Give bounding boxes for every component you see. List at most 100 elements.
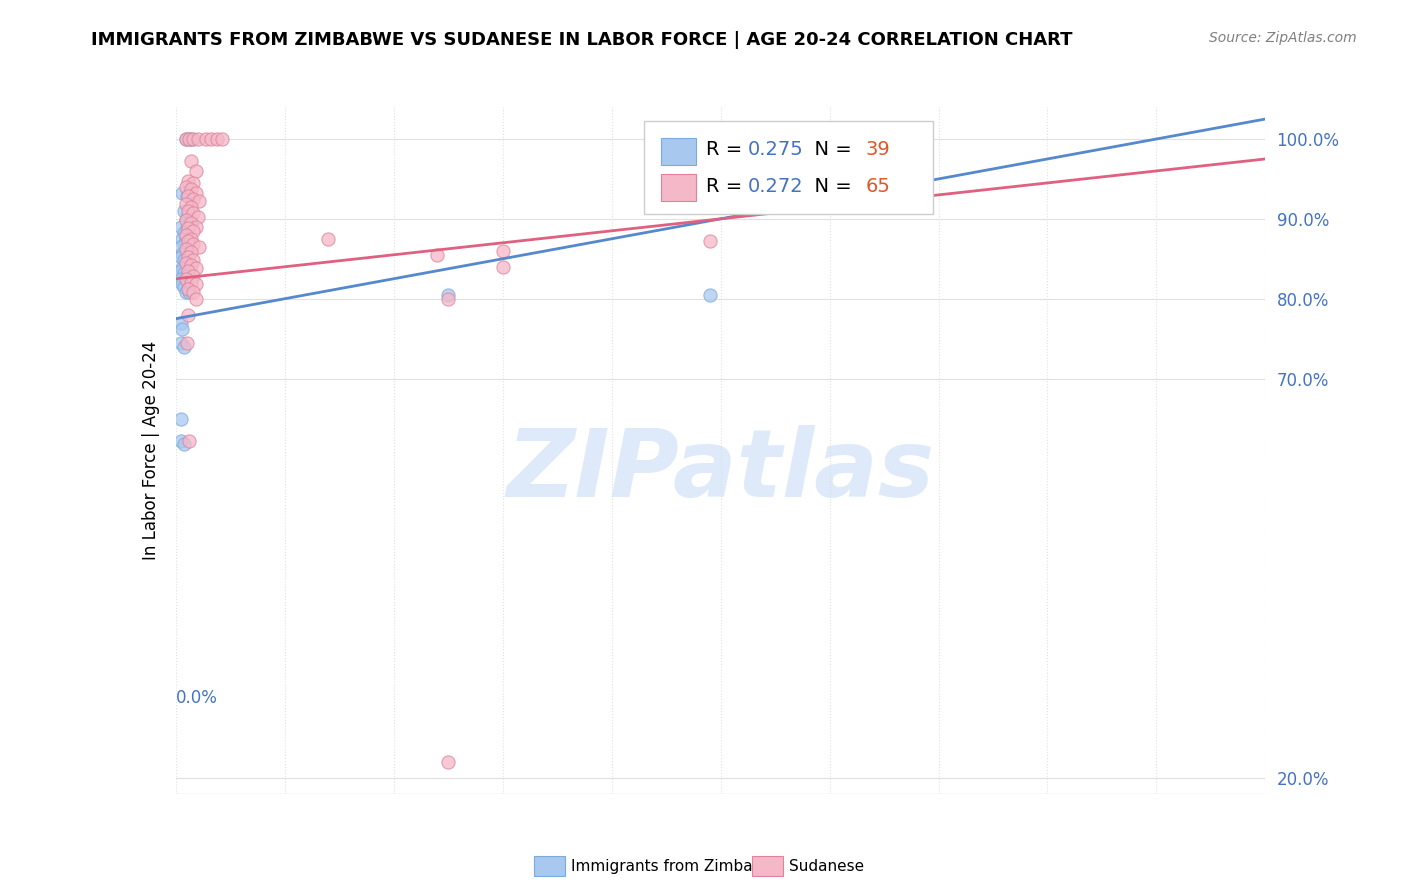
Point [177, 264, 200, 278]
Text: IMMIGRANTS FROM ZIMBABWE VS SUDANESE IN LABOR FORCE | AGE 20-24 CORRELATION CHAR: IMMIGRANTS FROM ZIMBABWE VS SUDANESE IN … [91, 31, 1073, 49]
Point [173, 203, 195, 218]
Point [177, 173, 200, 187]
Point [177, 234, 200, 248]
Text: Source: ZipAtlas.com: Source: ZipAtlas.com [1209, 31, 1357, 45]
Point [177, 282, 200, 296]
Point [437, 287, 460, 301]
Point [174, 229, 197, 244]
Text: 0.0%: 0.0% [176, 690, 218, 707]
Point [177, 221, 200, 235]
Point [181, 132, 204, 146]
Point [173, 237, 195, 252]
Point [181, 269, 204, 284]
Point [176, 335, 198, 350]
Point [176, 256, 198, 270]
Point [186, 219, 208, 234]
Point [174, 271, 197, 285]
Point [437, 755, 460, 769]
Point [180, 216, 202, 230]
Point [173, 279, 195, 293]
Point [186, 292, 208, 306]
Point [176, 269, 198, 284]
Point [172, 277, 194, 292]
Point [170, 411, 193, 425]
Point [173, 266, 195, 280]
Point [186, 211, 209, 225]
Point [173, 226, 195, 240]
Text: R =: R = [706, 140, 749, 160]
Point [174, 227, 197, 242]
Point [179, 132, 201, 146]
FancyBboxPatch shape [661, 137, 696, 165]
Point [177, 250, 200, 264]
Point [174, 242, 197, 256]
Point [181, 206, 204, 220]
Point [200, 132, 222, 146]
Point [186, 132, 209, 146]
Point [172, 322, 194, 336]
Point [170, 271, 193, 285]
Point [176, 221, 198, 235]
Text: ZIPatlas: ZIPatlas [506, 425, 935, 517]
Y-axis label: In Labor Force | Age 20-24: In Labor Force | Age 20-24 [142, 341, 160, 560]
Point [170, 335, 193, 350]
Point [180, 232, 202, 246]
Point [170, 434, 193, 448]
Point [211, 132, 233, 146]
Point [173, 253, 195, 268]
Point [174, 244, 197, 258]
Point [170, 264, 193, 278]
Point [699, 287, 721, 301]
Point [181, 253, 204, 268]
Point [186, 261, 208, 276]
Point [180, 245, 202, 260]
Point [172, 232, 194, 246]
Point [180, 182, 202, 196]
Point [180, 276, 202, 290]
Point [186, 186, 208, 201]
Point [174, 213, 197, 227]
Point [179, 285, 201, 300]
Point [181, 224, 204, 238]
Point [181, 132, 204, 146]
Point [174, 285, 197, 300]
Point [186, 164, 208, 178]
FancyBboxPatch shape [661, 174, 696, 201]
Text: 0.275: 0.275 [748, 140, 804, 160]
Point [186, 277, 208, 292]
Point [174, 213, 197, 227]
Text: Immigrants from Zimbabwe: Immigrants from Zimbabwe [571, 859, 785, 873]
Point [177, 282, 200, 296]
Point [437, 292, 460, 306]
Point [180, 200, 202, 214]
Text: 65: 65 [866, 177, 890, 195]
Text: 39: 39 [866, 140, 890, 160]
Point [170, 219, 193, 234]
Point [174, 132, 197, 146]
Point [194, 132, 217, 146]
Point [172, 247, 194, 261]
Point [174, 274, 197, 288]
Point [187, 194, 209, 209]
Point [170, 250, 193, 264]
Point [180, 154, 202, 169]
Point [173, 437, 195, 451]
Point [179, 434, 201, 448]
Point [181, 176, 204, 190]
Point [177, 308, 200, 322]
Point [205, 132, 228, 146]
Point [179, 216, 201, 230]
Text: N =: N = [803, 177, 858, 195]
Point [181, 192, 204, 206]
Point [170, 240, 193, 254]
Point [492, 260, 515, 274]
Point [174, 197, 197, 211]
Point [177, 208, 200, 222]
Point [172, 186, 194, 201]
Point [177, 203, 200, 218]
Point [187, 240, 209, 254]
Point [177, 189, 200, 203]
Point [318, 232, 340, 246]
Point [170, 316, 193, 330]
Point [180, 258, 202, 272]
